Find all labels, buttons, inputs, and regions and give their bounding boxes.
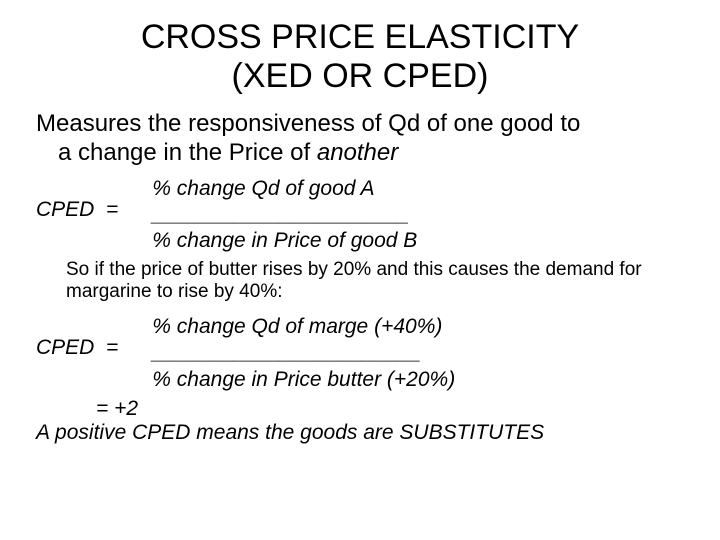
formula-1-denominator: % change in Price of good B bbox=[152, 228, 417, 254]
lead-paragraph: Measures the responsiveness of Qd of one… bbox=[36, 110, 684, 168]
formula-1-rule: ______________________ bbox=[152, 202, 417, 228]
slide: CROSS PRICE ELASTICITY (XED OR CPED) Mea… bbox=[0, 0, 720, 540]
example-note: So if the price of butter rises by 20% a… bbox=[66, 259, 684, 305]
formula-1-numerator: % change Qd of good A bbox=[152, 176, 417, 202]
lead-line-1: Measures the responsiveness of Qd of one… bbox=[36, 110, 580, 137]
formula-2-fraction: % change Qd of marge (+40%) ____________… bbox=[118, 314, 455, 393]
formula-1: CPED = % change Qd of good A ___________… bbox=[36, 176, 684, 255]
result-value: = +2 bbox=[96, 397, 684, 421]
formula-2-lhs: CPED = bbox=[36, 314, 118, 360]
formula-1-fraction: % change Qd of good A __________________… bbox=[118, 176, 417, 255]
formula-1-lhs: CPED = bbox=[36, 176, 118, 222]
lead-line-2-wrap: a change in the Price of another bbox=[36, 139, 684, 168]
note-line-2: margarine to rise by 40%: bbox=[66, 281, 283, 302]
lead-line-2: a change in the Price of bbox=[58, 139, 317, 166]
formula-2-rule: _______________________ bbox=[152, 340, 455, 366]
note-line-1: So if the price of butter rises by 20% a… bbox=[66, 259, 642, 280]
title-line-1: CROSS PRICE ELASTICITY bbox=[141, 18, 579, 56]
formula-2-numerator: % change Qd of marge (+40%) bbox=[152, 314, 455, 340]
conclusion-text: A positive CPED means the goods are SUBS… bbox=[36, 421, 684, 445]
title-line-2: (XED OR CPED) bbox=[232, 57, 489, 95]
formula-2-denominator: % change in Price butter (+20%) bbox=[152, 367, 455, 393]
lead-line-2-em: another bbox=[317, 139, 398, 166]
formula-2: CPED = % change Qd of marge (+40%) _____… bbox=[36, 314, 684, 393]
slide-title: CROSS PRICE ELASTICITY (XED OR CPED) bbox=[36, 18, 684, 96]
